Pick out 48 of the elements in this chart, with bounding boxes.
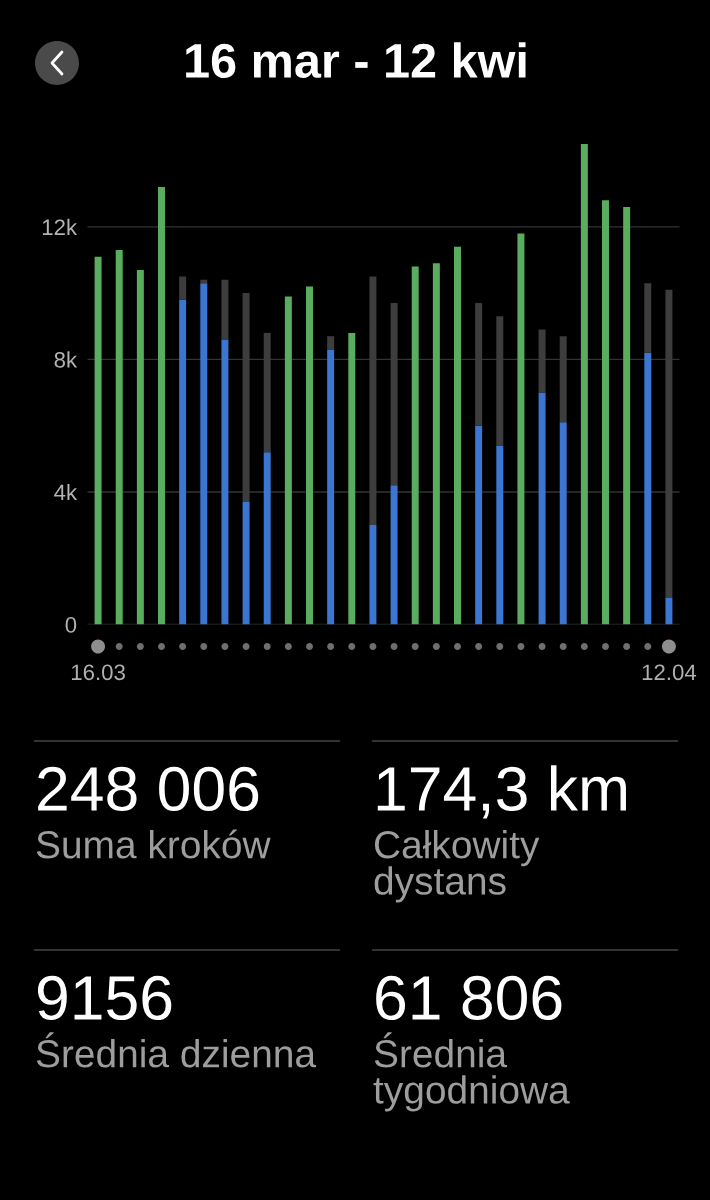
bar xyxy=(327,349,335,625)
y-tick-label: 12k xyxy=(42,218,78,235)
bar xyxy=(327,336,335,350)
bar xyxy=(390,485,398,625)
x-tick-label: 12.04 xyxy=(642,664,697,681)
y-tick-label: 8k xyxy=(54,351,78,368)
bar xyxy=(221,339,229,625)
bar xyxy=(580,144,588,625)
bar xyxy=(475,425,483,625)
bar xyxy=(158,187,165,625)
chart-title: 16 mar - 12 kwi xyxy=(186,42,526,79)
bar xyxy=(94,256,102,625)
bar xyxy=(538,392,546,625)
bar xyxy=(644,352,652,625)
bar xyxy=(221,279,229,340)
x-tick-label: 16.03 xyxy=(71,664,125,681)
bar xyxy=(644,283,652,353)
bar xyxy=(115,250,123,625)
bar xyxy=(602,200,609,625)
bar xyxy=(623,206,631,625)
text: Suma kroków xyxy=(36,829,271,859)
bar xyxy=(200,283,208,625)
bar xyxy=(179,276,187,300)
bar xyxy=(369,525,377,625)
text: Średnia tygodniowa xyxy=(373,1032,570,1112)
text: 9156 xyxy=(37,975,172,1021)
bar xyxy=(284,296,292,625)
bar xyxy=(306,286,313,625)
bar xyxy=(454,246,461,625)
bar xyxy=(517,233,525,625)
bar xyxy=(411,266,419,625)
text: 61 806 xyxy=(376,975,562,1021)
bar xyxy=(559,422,567,625)
bar xyxy=(496,445,504,625)
bar xyxy=(665,597,673,625)
bar xyxy=(348,332,356,625)
bar xyxy=(136,269,144,625)
bar xyxy=(432,263,440,625)
y-tick-label: 0 xyxy=(65,617,77,633)
bar xyxy=(263,452,271,625)
bar xyxy=(179,299,187,625)
text: 248 006 xyxy=(38,766,259,812)
text: Średnia dzienna xyxy=(36,1032,317,1068)
bar xyxy=(242,501,250,625)
text: Całkowity dystans xyxy=(374,830,540,903)
bar xyxy=(200,279,208,284)
text: 174,3 km xyxy=(377,765,626,819)
y-tick-label: 4k xyxy=(54,483,78,500)
